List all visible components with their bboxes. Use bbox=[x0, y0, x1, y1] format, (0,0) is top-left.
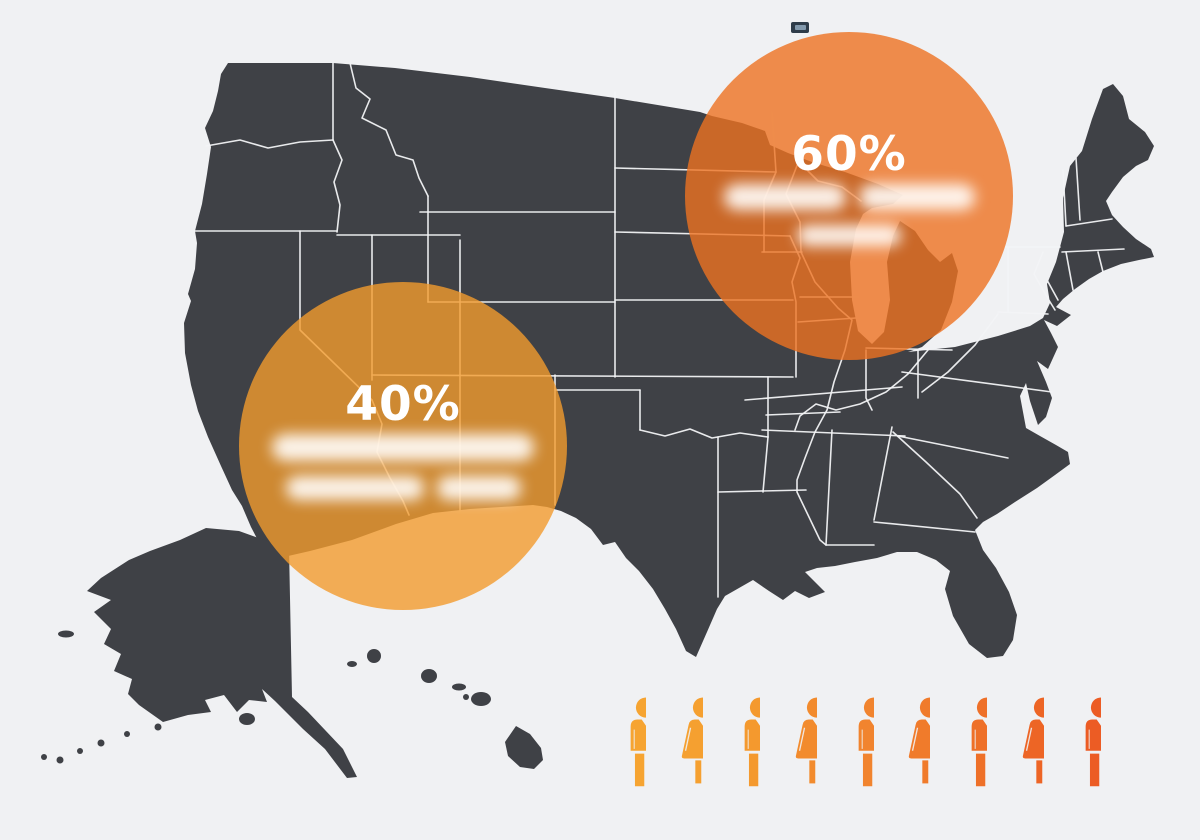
bubble-60-value-label: 60% bbox=[791, 127, 907, 182]
person-male-icon bbox=[939, 697, 987, 793]
stat-bubble-40: 40% bbox=[239, 282, 567, 610]
person-male-icon bbox=[1053, 697, 1101, 793]
redacted-text-line bbox=[685, 184, 1013, 210]
bubble-40-value-label: 40% bbox=[345, 377, 461, 432]
redacted-text-line bbox=[239, 434, 567, 461]
small-badge bbox=[791, 22, 809, 33]
person-female-icon bbox=[655, 697, 703, 793]
redacted-text-line bbox=[685, 225, 1013, 246]
people-pictogram-row bbox=[598, 697, 1101, 793]
person-female-icon bbox=[769, 697, 817, 793]
redacted-text-line bbox=[239, 476, 567, 500]
person-male-icon bbox=[598, 697, 646, 793]
stat-bubble-60: 60% bbox=[685, 32, 1013, 360]
person-female-icon bbox=[882, 697, 930, 793]
hawaii-islands bbox=[347, 649, 543, 769]
person-male-icon bbox=[712, 697, 760, 793]
alaska-landmass bbox=[41, 528, 357, 778]
person-female-icon bbox=[996, 697, 1044, 793]
person-male-icon bbox=[826, 697, 874, 793]
small-badge-inner bbox=[794, 25, 806, 30]
